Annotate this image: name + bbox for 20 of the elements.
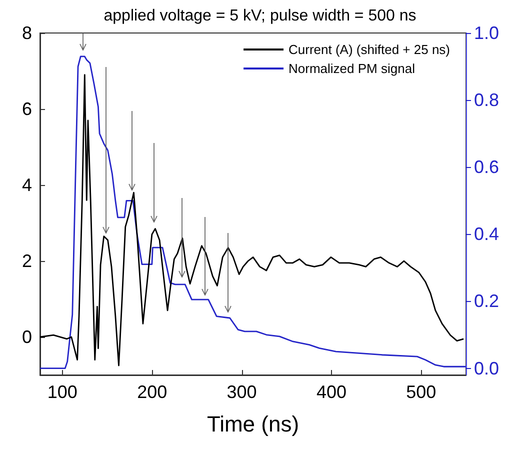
x-axis-title: Time (ns) — [206, 412, 300, 436]
x-tick-label: 400 — [316, 382, 346, 402]
y-tick-label: 2 — [22, 251, 32, 271]
x-tick-label: 200 — [137, 382, 168, 402]
legend-label: Normalized PM signal — [288, 61, 416, 76]
y2-tick-label: 0.2 — [474, 291, 500, 312]
y2-tick-label: 0.4 — [474, 224, 500, 244]
x-tick-label: 500 — [406, 382, 436, 402]
x-tick-label: 300 — [226, 382, 257, 402]
y-tick-label: 4 — [22, 175, 32, 195]
y-tick-label: 6 — [22, 99, 32, 119]
x-tick-label: 100 — [47, 382, 78, 402]
y2-tick-label: 0.6 — [474, 157, 500, 178]
y2-tick-label: 0.8 — [474, 90, 500, 110]
y2-tick-label: 1.0 — [474, 23, 500, 43]
y2-tick-label: 0.0 — [474, 358, 500, 378]
y-tick-label: 8 — [22, 23, 32, 43]
chart-title: applied voltage = 5 kV; pulse width = 500 ns — [104, 8, 416, 24]
legend-label: Current (A) (shifted + 25 ns) — [288, 42, 450, 57]
y-tick-label: 0 — [22, 327, 32, 347]
